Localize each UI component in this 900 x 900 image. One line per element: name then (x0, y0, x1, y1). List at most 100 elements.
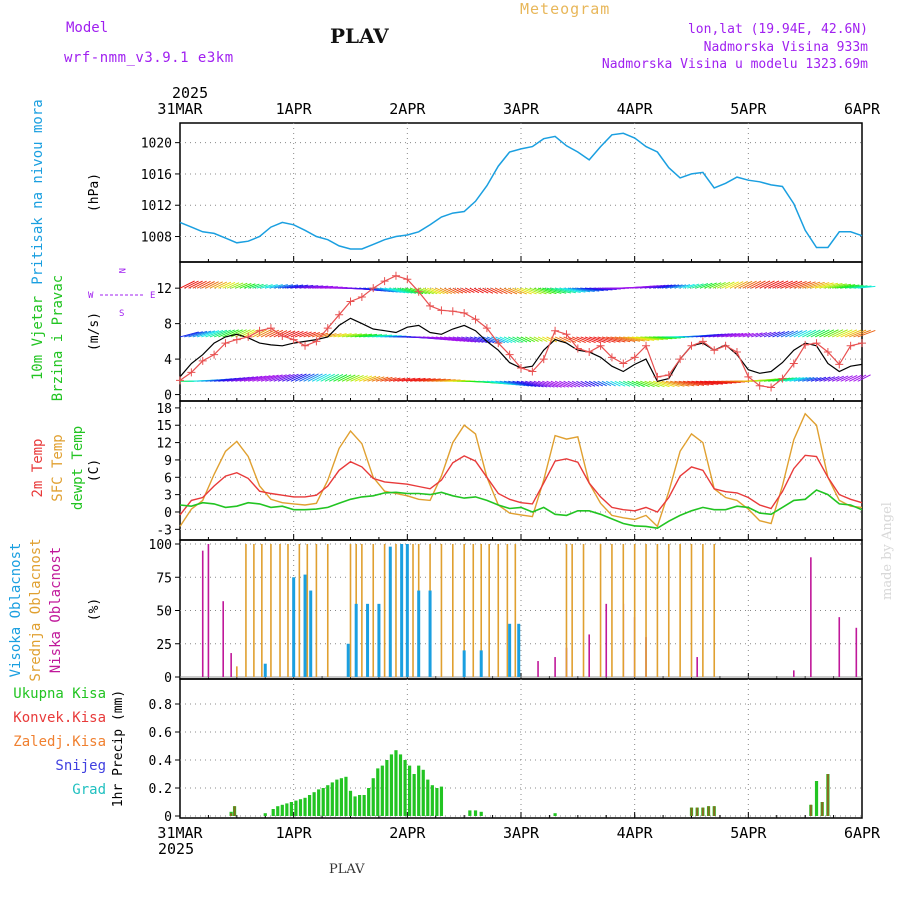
wind-barb-2 (819, 282, 839, 289)
wind-barb-1 (716, 333, 734, 338)
precip-bar-ukupna (398, 754, 403, 816)
wind-barb-1 (329, 333, 342, 338)
wind-barb-0 (277, 373, 295, 382)
wind-barb-0 (644, 380, 660, 388)
wind-barb-2 (252, 283, 264, 289)
wind-barb-0 (785, 377, 801, 382)
ytick-label-temperature: 3 (164, 489, 172, 504)
wind-gust-marker (437, 306, 446, 315)
cloud-bar-srednja (395, 544, 397, 677)
ytick-label-wind: 12 (156, 282, 172, 297)
wind-barb-2 (525, 287, 542, 295)
wind-barb-0 (529, 380, 548, 388)
wind-barb-0 (691, 380, 714, 386)
cloud-bar-niska (855, 627, 858, 677)
ytick-label-cloud: 100 (149, 538, 172, 553)
wind-barb-0 (286, 373, 303, 382)
wind-barb-1 (503, 336, 517, 343)
wind-barb-0 (554, 380, 570, 388)
wind-barb-2 (239, 283, 252, 289)
wind-barb-1 (840, 329, 858, 338)
cloud-bar-visoka (462, 650, 466, 677)
precip-bar-konvek (826, 774, 829, 816)
wind-barb-1 (763, 331, 777, 338)
ytick-label-pressure: 1016 (141, 168, 172, 183)
cloud-bar-niska (222, 601, 224, 677)
wind-barb-0 (294, 373, 311, 382)
wind-barb-1 (580, 336, 596, 344)
wind-barb-2 (708, 282, 722, 289)
wind-barb-2 (235, 282, 248, 289)
wind-gust-marker (369, 284, 378, 293)
precip-bar-ukupna (335, 779, 339, 816)
wind-barb-0 (567, 380, 581, 388)
wind-gust-marker (630, 353, 639, 362)
wind-barb-0 (516, 380, 537, 387)
unit-label-pressure: (hPa) (87, 173, 102, 212)
wind-barb-1 (192, 330, 212, 338)
wind-barb-1 (780, 330, 794, 338)
wind-barb-2 (729, 281, 744, 289)
wind-barb-2 (222, 282, 236, 289)
wind-gust-marker (198, 356, 207, 365)
wind-barb-2 (499, 287, 513, 295)
wind-barb-0 (576, 380, 588, 388)
wind-barb-2 (670, 284, 683, 289)
model-label: Model (66, 20, 109, 36)
xtick-bottom-label: 1APR (276, 824, 313, 842)
precip-bar-konvek (707, 806, 710, 816)
cloud-bar-niska (696, 657, 698, 677)
wind-barb-2 (695, 283, 709, 289)
cloud-bar-srednja (383, 544, 386, 677)
precip-bar-ukupna (389, 754, 394, 816)
wind-barb-2 (584, 287, 609, 291)
wind-barb-2 (750, 280, 766, 289)
wind-barb-2 (849, 285, 868, 289)
wind-gust-marker (721, 341, 730, 350)
cloud-bar-srednja (253, 544, 255, 677)
wind-barb-1 (772, 331, 785, 338)
wind-barb-2 (473, 287, 484, 294)
precip-bar-ukupna (263, 813, 267, 816)
wind-barb-0 (635, 380, 650, 388)
wind-barb-0 (559, 380, 573, 388)
wind-barb-1 (235, 329, 251, 338)
wind-gust-marker (539, 355, 548, 364)
wind-barb-0 (508, 380, 530, 387)
model-name: wrf-nmm_v3.9.1 e3km (64, 50, 234, 66)
wind-barb-0 (580, 380, 592, 387)
wind-barb-2 (823, 283, 843, 289)
xtick-bottom-label: 31MAR (157, 824, 203, 842)
wind-barb-0 (427, 378, 446, 382)
cloud-bar-visoka (417, 590, 421, 677)
wind-barb-0 (418, 378, 436, 382)
wind-barb-2 (205, 281, 219, 289)
wind-barb-2 (682, 283, 695, 289)
cloud-bar-visoka (366, 603, 370, 677)
wind-barb-0 (333, 374, 348, 382)
wind-barb-2 (802, 281, 821, 289)
year-top-label: 2025 (172, 84, 208, 102)
ytick-label-cloud: 75 (156, 571, 172, 586)
wind-barb-2 (785, 280, 803, 289)
wind-barb-1 (559, 336, 572, 343)
wind-barb-1 (294, 331, 308, 338)
wind-barb-0 (328, 374, 344, 382)
cloud-bar-srednja (622, 544, 625, 677)
wind-barb-0 (380, 376, 393, 382)
wind-barb-0 (588, 380, 600, 387)
precip-bar-ukupna (417, 765, 421, 816)
wind-barb-1 (584, 336, 601, 344)
precip-bar-ukupna (276, 806, 280, 816)
wind-barb-0 (623, 380, 636, 387)
wind-barb-1 (260, 329, 275, 338)
ytick-label-wind: 0 (164, 389, 172, 404)
wind-barb-2 (427, 287, 442, 295)
wind-barb-2 (465, 287, 475, 294)
wind-barb-1 (324, 333, 337, 338)
cloud-bar-visoka (405, 544, 409, 677)
ytick-label-wind: 8 (164, 318, 172, 333)
wind-barb-0 (840, 375, 853, 382)
wind-barb-0 (806, 377, 818, 382)
wind-gust-marker (255, 326, 264, 335)
